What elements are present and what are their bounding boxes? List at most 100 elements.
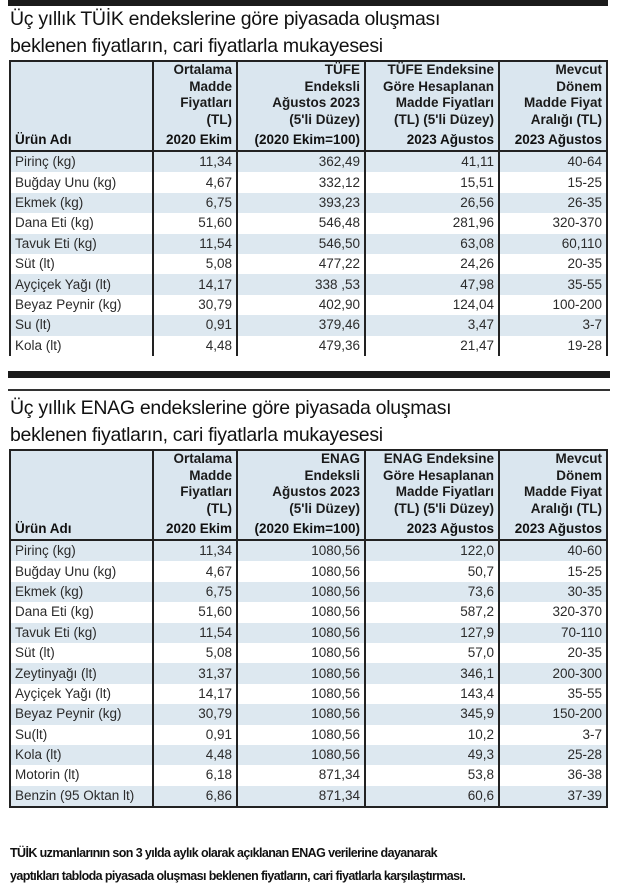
table-row: Ayçiçek Yağı (lt) 14,17 338 ,53 47,98 35-55	[10, 274, 607, 295]
table-row: Beyaz Peynir (kg) 30,79 1080,56 345,9 150-20…	[10, 704, 607, 725]
product-name-cell: Motorin (lt)	[10, 765, 153, 786]
column-header: Mevcut Dönem Madde Fiyat Aralığı (TL)	[498, 61, 607, 130]
value-cell: 1080,56	[236, 683, 365, 705]
caption: TÜİK uzmanlarının son 3 yılda aylık olar…	[10, 842, 466, 888]
value-cell: 1080,56	[236, 642, 365, 664]
column-header-line: (5'li Düzey)	[289, 500, 360, 516]
value-cell: 1080,56	[236, 663, 365, 684]
value-cell: 41,11	[364, 151, 499, 173]
product-name-cell: Su(lt)	[10, 724, 153, 745]
value-cell: 19-28	[498, 335, 607, 356]
value-cell: 5,08	[152, 642, 237, 664]
subheader-cell: 2020 Ekim	[152, 519, 237, 541]
value-cell: 60,6	[364, 785, 499, 808]
value-cell: 15,51	[364, 172, 499, 193]
product-name-cell: Dana Eti (kg)	[10, 602, 153, 623]
value-cell: 20-35	[498, 642, 607, 664]
column-header-line: (TL) (5'li Düzey)	[394, 500, 494, 516]
top-rule	[8, 0, 608, 6]
table-row: Zeytinyağı (lt) 31,37 1080,56 346,1 200-300	[10, 663, 607, 684]
column-header-line: Ortalama	[173, 62, 232, 77]
column-header-line: Ağustos 2023	[272, 95, 360, 110]
value-cell: 51,60	[152, 213, 237, 234]
table-row: Ayçiçek Yağı (lt) 14,17 1080,56 143,4 35-55	[10, 683, 607, 705]
table-row: Pirinç (kg) 11,34 1080,56 122,0 40-60	[10, 540, 607, 562]
header-row: Ortalama Madde Fiyatları (TL) ENAG Endeksli Ağ…	[10, 450, 607, 519]
title-line: Üç yıllık ENAG endekslerine göre piyasad…	[10, 397, 452, 419]
subheader-cell: (2020 Ekim=100)	[236, 519, 365, 541]
table-row: Dana Eti (kg) 51,60 546,48 281,96 320-370	[10, 213, 607, 234]
product-name-cell: Tavuk Eti (kg)	[10, 622, 153, 643]
column-header: Ortalama Madde Fiyatları (TL)	[152, 450, 237, 519]
table-row: Dana Eti (kg) 51,60 1080,56 587,2 320-370	[10, 602, 607, 623]
column-header: TÜFE Endeksine Göre Hesaplanan Madde Fiyat…	[364, 61, 499, 130]
value-cell: 35-55	[498, 274, 607, 295]
value-cell: 40-64	[498, 151, 607, 173]
value-cell: 379,46	[236, 315, 365, 336]
value-cell: 1080,56	[236, 540, 365, 562]
value-cell: 1080,56	[236, 724, 365, 745]
table-row: Su(lt) 0,91 1080,56 10,2 3-7	[10, 724, 607, 745]
column-header-line: Aralığı (TL)	[530, 500, 602, 516]
table1-bottom-rule	[8, 371, 610, 378]
table-row: Tavuk Eti (kg) 11,54 546,50 63,08 60,110	[10, 233, 607, 254]
column-header	[10, 61, 153, 130]
value-cell: 31,37	[152, 663, 237, 684]
column-header-line: Ortalama	[173, 451, 232, 466]
value-cell: 1080,56	[236, 622, 365, 643]
table-row: Su (lt) 0,91 379,46 3,47 3-7	[10, 315, 607, 336]
column-header-line: Fiyatları	[180, 95, 232, 110]
product-name-cell: Süt (lt)	[10, 253, 153, 275]
value-cell: 587,2	[364, 602, 499, 623]
value-cell: 320-370	[498, 213, 607, 234]
subheader-cell: Ürün Adı	[10, 130, 153, 152]
column-header-line: Ağustos 2023	[272, 484, 360, 499]
value-cell: 871,34	[236, 785, 365, 808]
value-cell: 0,91	[152, 315, 237, 336]
value-cell: 70-110	[498, 622, 607, 643]
value-cell: 1080,56	[236, 581, 365, 603]
value-cell: 281,96	[364, 213, 499, 234]
value-cell: 546,48	[236, 213, 365, 234]
value-cell: 124,04	[364, 294, 499, 316]
table-row: Ekmek (kg) 6,75 393,23 26,56 26-35	[10, 192, 607, 214]
value-cell: 871,34	[236, 765, 365, 786]
value-cell: 15-25	[498, 172, 607, 193]
value-cell: 4,67	[152, 172, 237, 193]
value-cell: 122,0	[364, 540, 499, 562]
column-header-line: (TL)	[206, 111, 232, 127]
column-header-line: Madde Fiyat	[523, 95, 602, 110]
value-cell: 3,47	[364, 315, 499, 336]
table-row: Benzin (95 Oktan lt) 6,86 871,34 60,6 37-39	[10, 785, 607, 808]
value-cell: 26-35	[498, 192, 607, 214]
value-cell: 393,23	[236, 192, 365, 214]
value-cell: 477,22	[236, 253, 365, 275]
subheader-cell: 2023 Ağustos	[498, 130, 607, 152]
table-row: Süt (lt) 5,08 1080,56 57,0 20-35	[10, 642, 607, 664]
caption-line: TÜİK uzmanlarının son 3 yılda aylık olar…	[10, 846, 438, 860]
subheader-cell: 2023 Ağustos	[498, 519, 607, 541]
value-cell: 546,50	[236, 233, 365, 254]
value-cell: 40-60	[498, 540, 607, 562]
value-cell: 1080,56	[236, 561, 365, 582]
table-row: Motorin (lt) 6,18 871,34 53,8 36-38	[10, 765, 607, 786]
subheader-cell: (2020 Ekim=100)	[236, 130, 365, 152]
value-cell: 11,34	[152, 151, 237, 173]
table-row: Süt (lt) 5,08 477,22 24,26 20-35	[10, 253, 607, 275]
column-header-line: (TL)	[206, 500, 232, 516]
value-cell: 346,1	[364, 663, 499, 684]
value-cell: 6,75	[152, 581, 237, 603]
value-cell: 1080,56	[236, 744, 365, 766]
column-header-line: Göre Hesaplanan	[382, 467, 494, 483]
value-cell: 3-7	[498, 724, 607, 745]
value-cell: 25-28	[498, 744, 607, 766]
column-header-line: TÜFE	[324, 62, 360, 77]
value-cell: 127,9	[364, 622, 499, 643]
product-name-cell: Beyaz Peynir (kg)	[10, 294, 153, 316]
value-cell: 200-300	[498, 663, 607, 684]
product-name-cell: Ekmek (kg)	[10, 192, 153, 214]
product-name-cell: Dana Eti (kg)	[10, 213, 153, 234]
value-cell: 10,2	[364, 724, 499, 745]
column-header-line: Dönem	[556, 78, 602, 94]
table-row: Buğday Unu (kg) 4,67 1080,56 50,7 15-25	[10, 561, 607, 582]
